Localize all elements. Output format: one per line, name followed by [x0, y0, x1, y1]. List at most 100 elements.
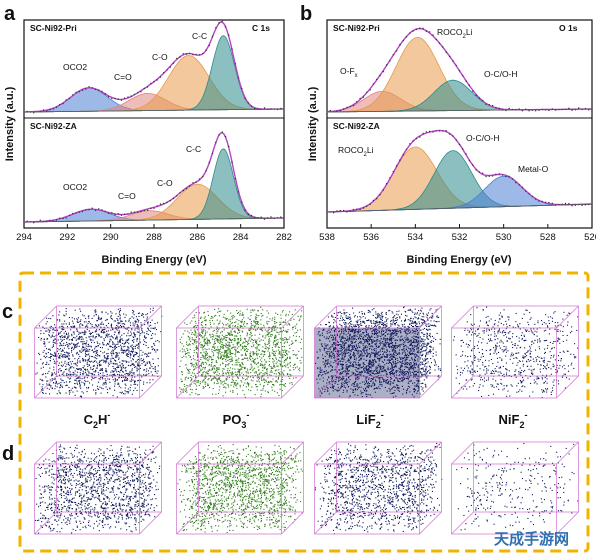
cube-point: [106, 353, 108, 355]
cube-point: [227, 360, 229, 362]
cube-point: [55, 353, 57, 355]
cube-point: [227, 364, 229, 366]
cube-point: [369, 353, 371, 355]
cube-point: [204, 334, 206, 336]
cube-point: [423, 373, 425, 375]
cube-point: [219, 345, 221, 347]
panel-a-bottom-raw-point: [176, 195, 178, 197]
cube-point: [430, 308, 432, 310]
cube-point: [86, 361, 88, 363]
cube-point: [76, 351, 78, 353]
cube-point: [103, 344, 105, 346]
panel-b-top-raw-point: [521, 110, 524, 112]
cube-point: [225, 346, 227, 348]
cube-point: [131, 347, 133, 349]
cube-point: [355, 357, 357, 359]
cube-point: [389, 384, 391, 386]
cube-point: [60, 353, 62, 355]
cube-point: [242, 354, 244, 356]
cube-point: [116, 336, 118, 338]
cube-point: [61, 328, 63, 330]
cube-point: [383, 345, 385, 347]
cube-point: [101, 387, 103, 389]
cube-point: [392, 358, 394, 360]
cube-point: [79, 351, 81, 353]
cube-point: [126, 379, 128, 381]
cube-point: [264, 368, 266, 370]
cube-point: [71, 360, 73, 362]
cube-point: [272, 358, 274, 360]
cube-point: [116, 353, 118, 355]
cube-point: [266, 310, 268, 312]
cube-point: [130, 345, 132, 347]
cube-point: [379, 318, 381, 320]
cube-point: [279, 388, 281, 390]
cube-point: [336, 354, 338, 356]
cube-point: [116, 329, 118, 331]
cube-point: [296, 357, 298, 359]
cube-point: [84, 331, 86, 333]
cube-point: [80, 351, 82, 353]
cube-point: [228, 319, 230, 321]
panel-a-top-raw-point: [192, 54, 194, 56]
cube-point: [387, 380, 389, 382]
panel-a-top-raw-point: [263, 107, 266, 109]
cube-point: [225, 343, 227, 345]
cube-point: [132, 362, 134, 364]
cube-point: [114, 378, 116, 380]
cube-point: [147, 370, 149, 372]
cube-point: [212, 355, 214, 357]
cube-point: [137, 384, 139, 386]
cube-point: [100, 326, 102, 328]
cube-point: [278, 352, 280, 354]
cube-point: [86, 354, 88, 356]
cube-point: [225, 383, 227, 385]
cube-point: [219, 357, 221, 359]
cube-point: [52, 355, 54, 357]
cube-point: [389, 333, 391, 335]
cube-point: [151, 366, 153, 368]
cube-point: [155, 329, 157, 331]
cube-point: [277, 378, 279, 380]
cube-point: [296, 323, 298, 325]
cube-point: [255, 363, 257, 365]
cube-point: [356, 350, 358, 352]
cube-point: [205, 371, 207, 373]
cube-point: [59, 385, 61, 387]
cube-point: [225, 360, 227, 362]
cube-point: [266, 372, 268, 374]
cube-point: [250, 309, 252, 311]
cube-point: [344, 326, 346, 328]
cube-point: [336, 312, 338, 314]
cube-point: [190, 329, 192, 331]
cube-point: [43, 341, 45, 343]
cube-point: [51, 334, 53, 336]
cube-point: [342, 342, 344, 344]
cube-point: [97, 354, 99, 356]
cube-point: [279, 324, 281, 326]
cube-point: [265, 361, 267, 363]
cube-point: [416, 348, 418, 350]
cube-point: [53, 366, 55, 368]
cube-point: [228, 325, 230, 327]
panel-b-bottom-raw-point: [409, 143, 411, 145]
cube-point: [113, 362, 115, 364]
cube-point: [204, 319, 206, 321]
cube-point: [53, 340, 55, 342]
cube-point: [434, 364, 436, 366]
cube-point: [278, 359, 280, 361]
cube-point: [268, 338, 270, 340]
cube-point: [99, 355, 101, 357]
cube-point: [99, 364, 101, 366]
cube-point: [213, 372, 215, 374]
cube-point: [386, 330, 388, 332]
cube-point: [349, 395, 351, 397]
cube-point: [61, 373, 63, 375]
cube-point: [366, 331, 368, 333]
cube-point: [149, 367, 151, 369]
cube-point: [256, 321, 258, 323]
cube-point: [90, 346, 92, 348]
panel-b-top-raw-point: [465, 80, 467, 82]
cube-point: [244, 367, 246, 369]
cube-point: [105, 386, 107, 388]
